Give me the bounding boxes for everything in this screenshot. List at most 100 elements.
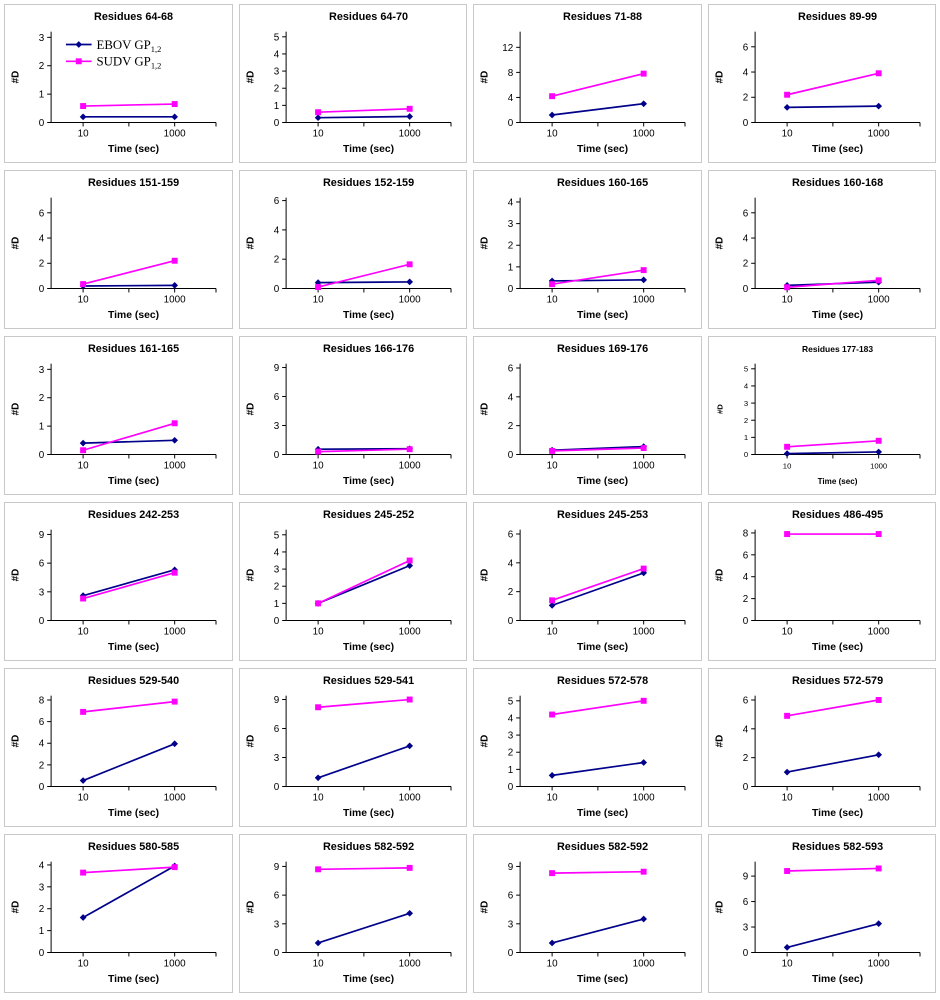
y-tick-label: 9 (39, 530, 45, 541)
x-tick-label: 10 (78, 294, 89, 305)
x-tick-label: 10 (312, 294, 323, 305)
y-tick-label: 3 (273, 565, 279, 576)
y-tick-label: 0 (273, 284, 279, 295)
chart-panel-4: Residues 89-99 0 2 4 6 10 1000 Time (sec) #D (707, 4, 936, 163)
y-tick-label: 6 (742, 897, 748, 908)
series-line-sudv (552, 447, 644, 452)
data-point-ebov-marker (79, 439, 87, 447)
data-point-sudv-marker (640, 445, 647, 451)
chart-canvas: Residues 166-176 0 3 6 9 10 1000 Time (sec) #D (245, 343, 451, 487)
y-axis-label: #D (480, 901, 491, 914)
y-tick-label: 9 (508, 862, 514, 873)
x-axis-label: Time (sec) (577, 808, 628, 819)
x-tick-label: 1000 (164, 128, 186, 139)
y-tick-label: 2 (39, 760, 44, 771)
series-line-ebov (317, 115, 410, 119)
data-point-ebov-marker (640, 569, 648, 577)
chart-title: Residues 152-159 (322, 177, 413, 189)
y-tick-label: 1 (39, 90, 44, 101)
data-point-ebov-marker (405, 909, 413, 917)
y-tick-label: 2 (742, 594, 747, 605)
y-axis-label: #D (245, 403, 256, 416)
chart-canvas: Residues 529-540 0 2 4 6 8 10 1000 Time (sec) #D (11, 675, 217, 819)
data-point-sudv-marker (549, 597, 556, 604)
data-point-ebov-marker (79, 777, 87, 784)
x-axis-label: Time (sec) (817, 477, 857, 486)
chart-panel-9: Residues 161-165 0 1 2 3 10 1000 Time (sec) #D (4, 336, 233, 495)
chart-canvas: Residues 572-579 0 2 4 6 10 1000 Time (sec) #D (714, 675, 920, 819)
series-line-ebov (551, 572, 644, 607)
x-tick-label: 1000 (867, 294, 889, 305)
y-tick-label: 0 (508, 948, 514, 959)
data-point-ebov-marker (548, 111, 556, 119)
data-point-ebov-marker (783, 104, 790, 111)
chart-title: Residues 242-253 (88, 509, 179, 521)
data-point-sudv-marker (549, 711, 556, 718)
x-tick-label: 1000 (633, 626, 655, 637)
chart-title: Residues 580-585 (88, 841, 179, 853)
data-point-ebov-marker (640, 915, 648, 923)
x-axis-label: Time (sec) (343, 310, 394, 321)
chart-title: Residues 582-592 (322, 841, 413, 853)
chart-title: Residues 529-541 (322, 675, 413, 687)
x-tick-label: 1000 (633, 792, 655, 803)
y-tick-label: 2 (742, 259, 747, 270)
x-tick-label: 10 (312, 958, 323, 969)
data-point-sudv-marker (640, 868, 647, 875)
y-tick-label: 6 (273, 724, 279, 735)
chart-title: Residues 161-165 (88, 343, 179, 355)
legend-marker-sudv (75, 58, 82, 65)
series-line-ebov (317, 281, 410, 284)
y-tick-label: 4 (273, 225, 279, 236)
y-tick-label: 2 (508, 587, 513, 598)
chart-title: Residues 151-159 (88, 177, 179, 189)
chart-canvas: Residues 245-253 0 2 4 6 10 1000 Time (sec) #D (480, 509, 686, 653)
y-tick-label: 3 (508, 219, 514, 230)
y-tick-label: 6 (742, 695, 748, 706)
chart-panel-20: Residues 572-579 0 2 4 6 10 1000 Time (sec) #D (707, 668, 936, 827)
y-axis-label: #D (714, 71, 725, 84)
data-point-sudv-marker (783, 284, 790, 291)
data-point-sudv-marker (171, 569, 178, 576)
series-line-sudv (82, 571, 175, 600)
chart-panel-2: Residues 64-70 0 1 2 3 4 5 10 1000 Time (sec) #D (238, 4, 467, 163)
y-tick-label: 0 (743, 450, 747, 459)
x-axis-label: Time (sec) (812, 310, 863, 321)
y-tick-label: 4 (273, 49, 279, 60)
y-tick-label: 5 (743, 364, 747, 373)
y-tick-label: 0 (508, 782, 514, 793)
y-axis-label: #D (715, 404, 724, 414)
y-axis-label: #D (480, 237, 491, 250)
data-point-sudv-marker (640, 70, 647, 77)
x-tick-label: 10 (78, 460, 89, 471)
series-line-ebov (786, 451, 879, 455)
y-tick-label: 8 (39, 695, 45, 706)
series-line-sudv (551, 269, 644, 286)
chart-panel-10: Residues 166-176 0 3 6 9 10 1000 Time (sec) #D (238, 336, 467, 495)
chart-title: Residues 245-252 (322, 509, 413, 521)
y-tick-label: 9 (742, 872, 748, 883)
x-tick-label: 10 (781, 294, 792, 305)
y-tick-label: 0 (39, 118, 45, 129)
data-point-sudv-marker (314, 600, 321, 607)
data-point-ebov-marker (171, 113, 179, 121)
series-line-sudv (317, 448, 410, 453)
chart-canvas: Residues 486-495 0 2 4 6 8 10 1000 Time (sec) #D (714, 509, 920, 653)
y-tick-label: 6 (39, 559, 45, 570)
series-line-ebov (83, 284, 175, 287)
series-line-sudv (552, 870, 644, 874)
data-point-ebov-marker (405, 742, 413, 750)
series-line-sudv (786, 72, 879, 96)
y-tick-label: 0 (273, 118, 279, 129)
y-tick-label: 4 (508, 197, 514, 208)
chart-canvas: Residues 582-593 0 3 6 9 10 1000 Time (sec) #D (714, 841, 920, 985)
data-point-ebov-marker (548, 772, 556, 779)
data-point-sudv-marker (406, 557, 413, 564)
data-point-sudv-marker (875, 531, 882, 538)
chart-panel-5: Residues 151-159 0 2 4 6 10 1000 Time (sec) #D (4, 170, 233, 329)
series-line-sudv (786, 867, 879, 872)
data-point-ebov-marker (640, 759, 648, 766)
chart-canvas: Residues 71-88 0 4 8 12 10 1000 Time (sec) #D (480, 11, 686, 155)
chart-title: Residues 582-593 (791, 841, 882, 853)
